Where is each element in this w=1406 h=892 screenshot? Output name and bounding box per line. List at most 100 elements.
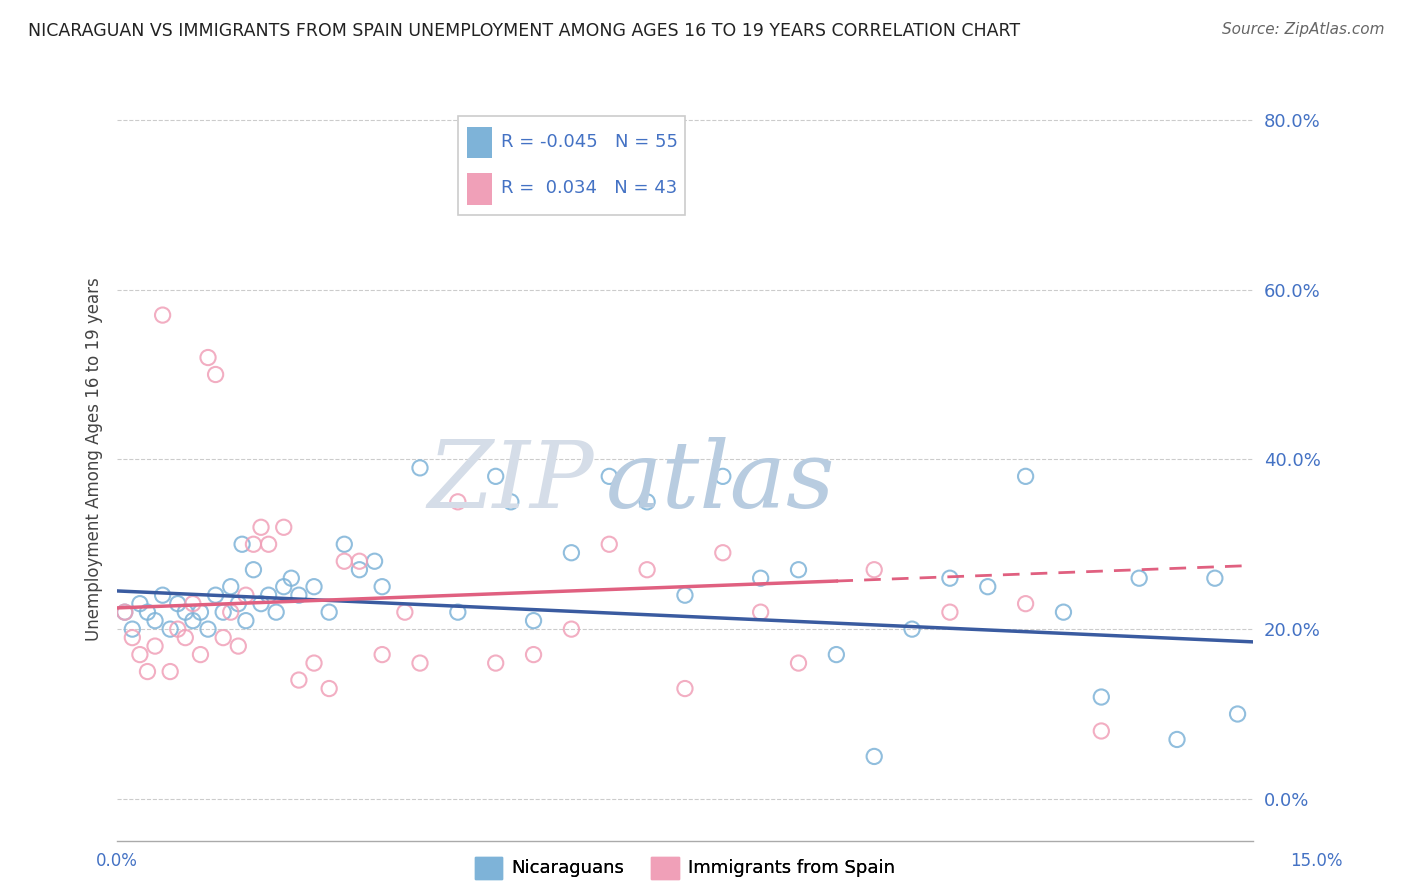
Point — [235, 614, 257, 628]
Text: Source: ZipAtlas.com: Source: ZipAtlas.com — [1222, 22, 1385, 37]
Point — [288, 673, 311, 687]
Point — [939, 571, 962, 585]
Point — [333, 554, 356, 568]
Point — [863, 563, 886, 577]
Point — [749, 571, 772, 585]
Point — [136, 605, 159, 619]
Point — [212, 605, 235, 619]
Point — [250, 520, 273, 534]
Point — [1052, 605, 1074, 619]
Point — [280, 571, 302, 585]
Point — [825, 648, 848, 662]
Point — [174, 605, 197, 619]
Point — [204, 368, 226, 382]
Point — [114, 605, 136, 619]
Point — [318, 681, 340, 696]
Point — [231, 537, 253, 551]
Point — [152, 588, 174, 602]
Point — [302, 580, 325, 594]
Point — [522, 614, 544, 628]
Point — [409, 461, 432, 475]
Point — [273, 520, 295, 534]
Point — [333, 537, 356, 551]
Point — [711, 469, 734, 483]
Point — [560, 546, 582, 560]
Text: 15.0%: 15.0% — [1291, 852, 1343, 870]
Point — [181, 614, 204, 628]
Point — [1226, 706, 1249, 721]
Point — [349, 554, 371, 568]
Point — [939, 605, 962, 619]
Point — [636, 495, 658, 509]
Point — [181, 597, 204, 611]
Point — [863, 749, 886, 764]
Point — [121, 622, 143, 636]
Point — [257, 537, 280, 551]
Point — [749, 605, 772, 619]
Point — [143, 614, 166, 628]
Point — [273, 580, 295, 594]
Point — [257, 588, 280, 602]
Point — [226, 597, 249, 611]
Point — [235, 588, 257, 602]
Text: R = -0.045   N = 55: R = -0.045 N = 55 — [501, 134, 678, 152]
Point — [560, 622, 582, 636]
Point — [1204, 571, 1226, 585]
Point — [787, 656, 810, 670]
Point — [226, 639, 249, 653]
Point — [485, 656, 508, 670]
Point — [447, 495, 470, 509]
Text: R =  0.034   N = 43: R = 0.034 N = 43 — [501, 179, 678, 197]
Point — [159, 665, 181, 679]
Point — [302, 656, 325, 670]
Point — [288, 588, 311, 602]
FancyBboxPatch shape — [458, 116, 685, 215]
Point — [136, 665, 159, 679]
Point — [447, 605, 470, 619]
Point — [264, 605, 287, 619]
Point — [212, 631, 235, 645]
Point — [219, 580, 242, 594]
Point — [349, 563, 371, 577]
Point — [166, 622, 188, 636]
Y-axis label: Unemployment Among Ages 16 to 19 years: Unemployment Among Ages 16 to 19 years — [86, 277, 103, 641]
Point — [166, 597, 188, 611]
Point — [1014, 597, 1036, 611]
Point — [598, 537, 620, 551]
Point — [190, 648, 212, 662]
Point — [242, 563, 264, 577]
Point — [711, 546, 734, 560]
Point — [673, 588, 696, 602]
Text: ZIP: ZIP — [427, 437, 595, 527]
Point — [250, 597, 273, 611]
Point — [318, 605, 340, 619]
Point — [499, 495, 522, 509]
Point — [197, 622, 219, 636]
Point — [204, 588, 226, 602]
Point — [363, 554, 385, 568]
Text: NICARAGUAN VS IMMIGRANTS FROM SPAIN UNEMPLOYMENT AMONG AGES 16 TO 19 YEARS CORRE: NICARAGUAN VS IMMIGRANTS FROM SPAIN UNEM… — [28, 22, 1021, 40]
Point — [1014, 469, 1036, 483]
Point — [1128, 571, 1150, 585]
Point — [129, 597, 152, 611]
Point — [1090, 723, 1112, 738]
Point — [371, 580, 394, 594]
Point — [197, 351, 219, 365]
Point — [219, 605, 242, 619]
Point — [190, 605, 212, 619]
FancyBboxPatch shape — [467, 127, 492, 159]
Legend: Nicaraguans, Immigrants from Spain: Nicaraguans, Immigrants from Spain — [468, 849, 901, 886]
Point — [1090, 690, 1112, 704]
Text: 0.0%: 0.0% — [96, 852, 138, 870]
Point — [522, 648, 544, 662]
Point — [636, 563, 658, 577]
Text: atlas: atlas — [606, 437, 835, 527]
Point — [121, 631, 143, 645]
Point — [673, 681, 696, 696]
Point — [152, 308, 174, 322]
Point — [394, 605, 416, 619]
Point — [598, 469, 620, 483]
Point — [242, 537, 264, 551]
Point — [143, 639, 166, 653]
Point — [159, 622, 181, 636]
